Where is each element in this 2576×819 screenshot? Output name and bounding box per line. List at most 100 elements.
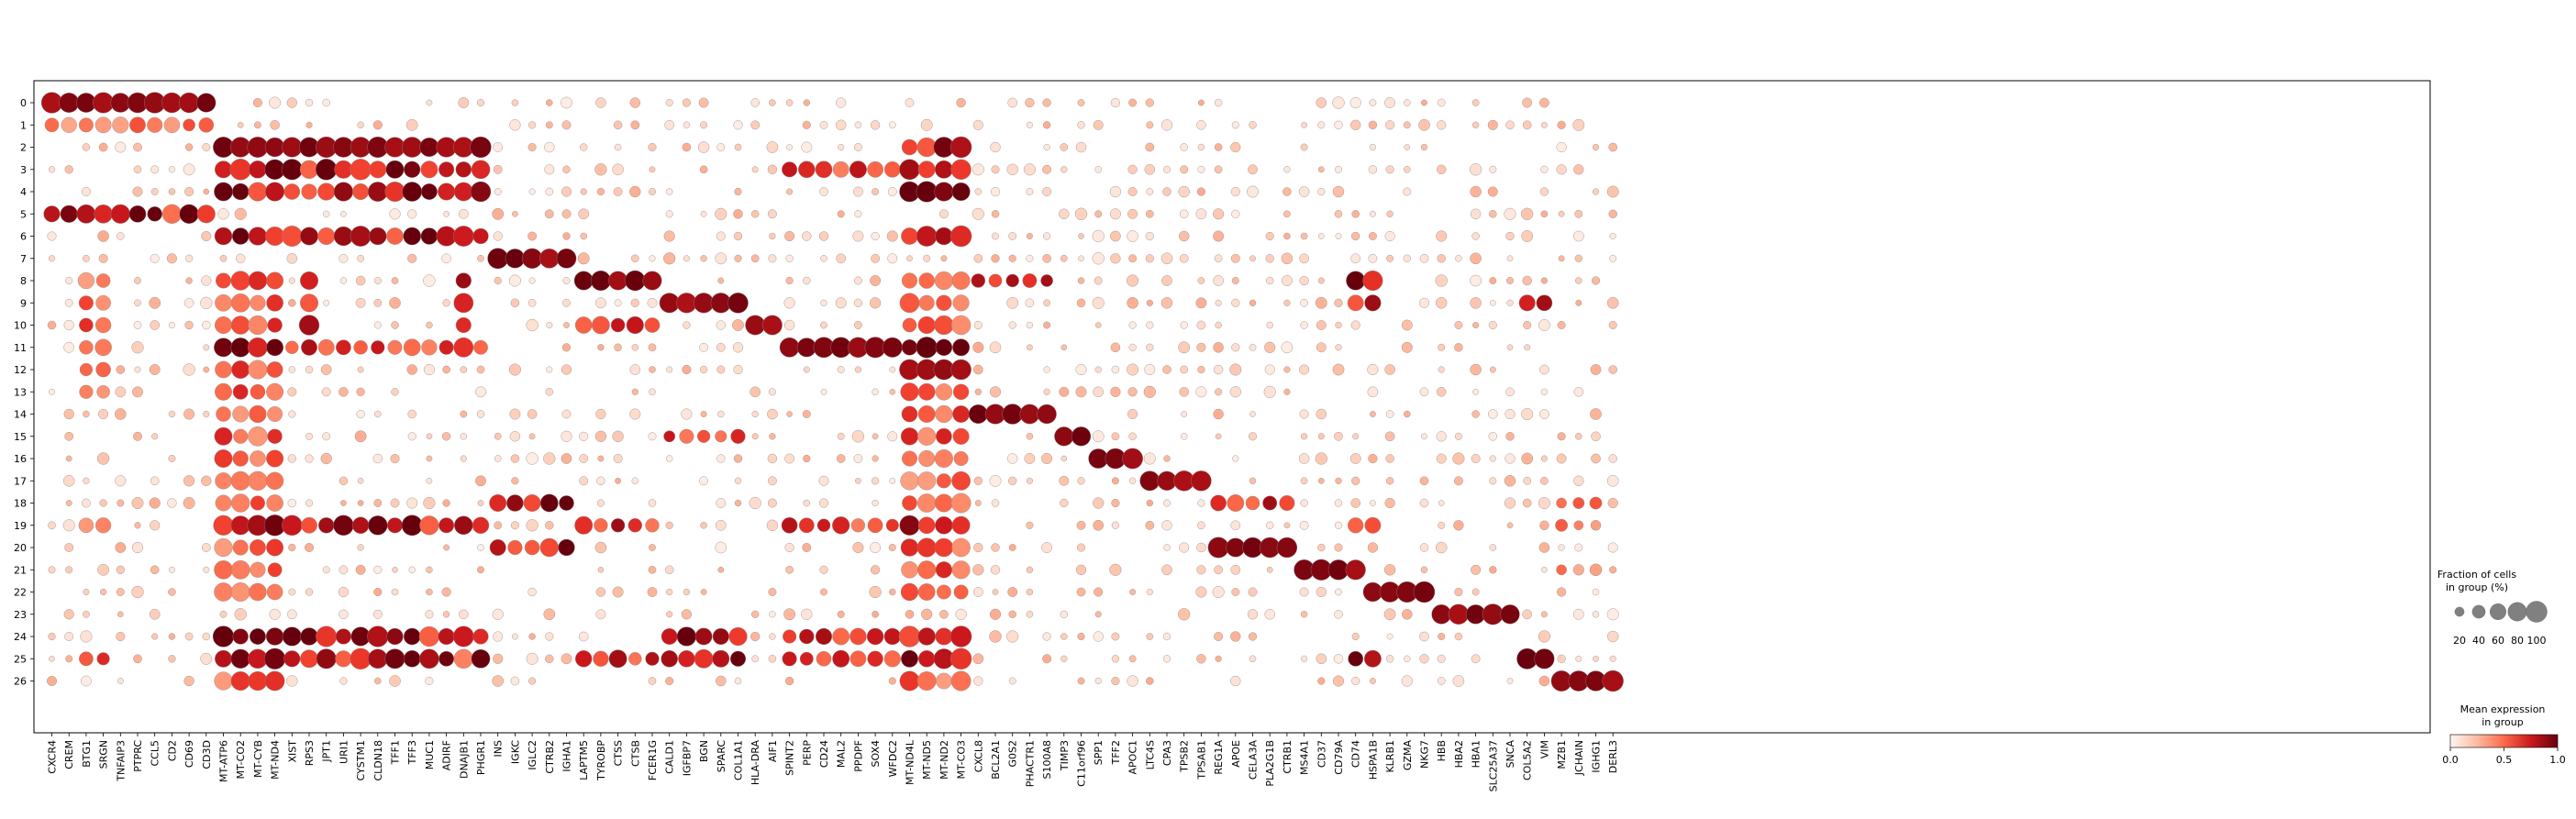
- dot-PHGR1-group-14: [476, 410, 485, 418]
- dot-HBA1-group-4: [1470, 185, 1482, 198]
- dot-CXCL8-group-5: [972, 207, 984, 220]
- dot-CYSTM1-group-6: [350, 226, 372, 247]
- dot-CREM-group-17: [62, 475, 75, 487]
- dot-MT-ND4-group-24: [265, 627, 284, 646]
- dot-MT-ND2-group-7: [940, 255, 948, 262]
- dot-CYSTM1-group-8: [355, 275, 366, 286]
- color-legend-label-0.5: 0.5: [2496, 754, 2513, 766]
- colorbar: [2449, 734, 2559, 748]
- dot-CD74-group-16: [1349, 453, 1361, 464]
- dot-CD74-group-18: [1350, 498, 1360, 508]
- dot-XIST-group-3: [281, 159, 303, 181]
- dot-IGLC2-group-22: [527, 587, 537, 597]
- dot-CYSTM1-group-14: [356, 409, 365, 419]
- dot-AIF1-group-23: [769, 611, 776, 618]
- dot-SRGN-group-14: [98, 408, 109, 420]
- dot-CCL5-group-21: [150, 565, 160, 575]
- dot-REG1A-group-11: [1213, 342, 1224, 353]
- dot-JCHAIN-group-19: [1573, 520, 1584, 531]
- gene-label-CTSS: CTSS: [613, 740, 625, 766]
- dot-MT-ND5-group-8: [918, 272, 935, 289]
- gene-label-TFF2: TFF2: [1110, 740, 1122, 765]
- dot-C11orf96-group-24: [1077, 632, 1085, 641]
- dot-GZMA-group-0: [1404, 99, 1411, 106]
- dot-MT-CO3-group-20: [951, 537, 971, 558]
- dot-MT-ATP6-group-6: [214, 227, 233, 246]
- dot-TFF2-group-7: [1110, 253, 1121, 264]
- dot-DERL3-group-9: [1606, 297, 1619, 309]
- dot-MT-ATP6-group-26: [214, 671, 233, 691]
- dot-CPA3-group-1: [1160, 119, 1173, 131]
- dot-MT-CO3-group-24: [949, 625, 972, 647]
- group-label-17: 17: [14, 475, 27, 487]
- dot-JCHAIN-group-1: [1572, 118, 1585, 131]
- dot-COL5A2-group-18: [1522, 498, 1532, 508]
- dot-SOX4-group-20: [870, 542, 882, 553]
- dot-CREM-group-9: [64, 298, 73, 307]
- dot-MT-ND4-group-15: [267, 428, 283, 444]
- dot-CLDN18-group-8: [373, 277, 382, 284]
- group-label-21: 21: [14, 564, 27, 576]
- dot-CCL5-group-12: [149, 364, 161, 375]
- dot-TPSAB1-group-12: [1197, 365, 1205, 374]
- dot-LTC4S-group-4: [1146, 188, 1154, 195]
- dot-APOE-group-1: [1231, 121, 1239, 129]
- dot-SPINT2-group-26: [785, 676, 794, 686]
- dot-G0S2-group-8: [1005, 273, 1019, 288]
- dot-SNCA-group-6: [1505, 231, 1515, 241]
- dot-SNCA-group-1: [1505, 120, 1515, 130]
- dot-URI1-group-5: [340, 211, 347, 217]
- dot-MZB1-group-19: [1555, 518, 1569, 532]
- dot-GZMA-group-7: [1403, 254, 1411, 262]
- dot-SOX4-group-7: [871, 253, 880, 263]
- dot-SPARC-group-7: [715, 252, 727, 265]
- gene-label-SRGN: SRGN: [98, 740, 110, 769]
- dot-DNAJB1-group-25: [453, 648, 473, 669]
- dot-URI1-group-18: [340, 500, 347, 506]
- dot-C11orf96-group-8: [1077, 277, 1085, 284]
- dot-JCHAIN-group-25: [1575, 655, 1582, 662]
- dot-SRGN-group-2: [98, 142, 108, 152]
- dot-CD69-group-14: [183, 408, 195, 420]
- dot-CPA3-group-21: [1161, 564, 1172, 576]
- dot-SRGN-group-10: [94, 316, 112, 334]
- dot-TPSAB1-group-17: [1191, 470, 1212, 492]
- dot-ADIRF-group-15: [441, 432, 451, 441]
- dot-CD37-group-6: [1318, 233, 1325, 239]
- dot-SOX4-group-15: [872, 433, 879, 440]
- dot-HBA1-group-5: [1470, 208, 1482, 220]
- dot-HBB-group-12: [1438, 366, 1445, 373]
- dot-MS4A1-group-4: [1298, 186, 1310, 197]
- dot-LTC4S-group-26: [1146, 677, 1154, 685]
- dot-COL1A1-group-7: [734, 254, 742, 262]
- dot-JPT1-group-9: [323, 299, 330, 306]
- dot-MT-CO2-group-12: [231, 360, 250, 379]
- dot-MT-ATP6-group-3: [215, 160, 232, 179]
- dot-KLRB1-group-23: [1383, 608, 1396, 621]
- dot-BGN-group-7: [700, 255, 707, 262]
- dot-SOX4-group-22: [869, 585, 882, 599]
- dot-JPT1-group-5: [323, 210, 330, 217]
- dot-CELA3A-group-24: [1248, 632, 1258, 641]
- dot-CD2-group-3: [168, 166, 176, 173]
- dot-MT-ND5-group-15: [917, 426, 937, 446]
- dot-KLRB1-group-17: [1385, 477, 1394, 485]
- size-legend-label-60: 60: [2492, 635, 2504, 647]
- dot-MT-ND2-group-13: [935, 383, 953, 401]
- dot-CYSTM1-group-15: [354, 430, 367, 443]
- dot-MT-CO3-group-11: [952, 338, 971, 357]
- dot-REG1A-group-21: [1214, 565, 1223, 575]
- dot-PHGR1-group-25: [471, 648, 491, 669]
- dot-CXCL8-group-8: [971, 273, 986, 288]
- dot-FCER1G-group-25: [645, 651, 660, 666]
- gene-label-JPT1: JPT1: [321, 740, 333, 763]
- dot-BCL2A1-group-3: [991, 165, 1000, 174]
- dot-MT-ND4L-group-17: [900, 471, 919, 491]
- dot-CXCL8-group-18: [974, 500, 982, 506]
- dot-HBA1-group-22: [1471, 588, 1480, 596]
- dot-S100A8-group-24: [1042, 632, 1051, 641]
- dot-CXCR4-group-3: [48, 166, 56, 173]
- dot-MT-CO2-group-13: [232, 383, 249, 400]
- dot-SPARC-group-15: [715, 430, 727, 443]
- gene-label-IGLC2: IGLC2: [527, 740, 539, 770]
